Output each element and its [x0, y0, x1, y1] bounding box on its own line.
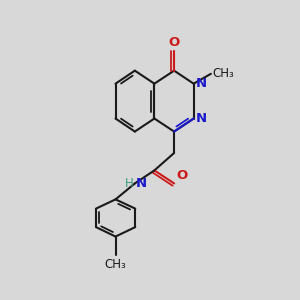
Text: CH₃: CH₃ [213, 67, 234, 80]
Text: O: O [176, 169, 188, 182]
Text: H: H [124, 177, 133, 190]
Text: N: N [196, 112, 207, 125]
Text: CH₃: CH₃ [105, 257, 126, 271]
Text: N: N [136, 177, 147, 190]
Text: O: O [169, 36, 180, 49]
Text: N: N [196, 77, 207, 90]
